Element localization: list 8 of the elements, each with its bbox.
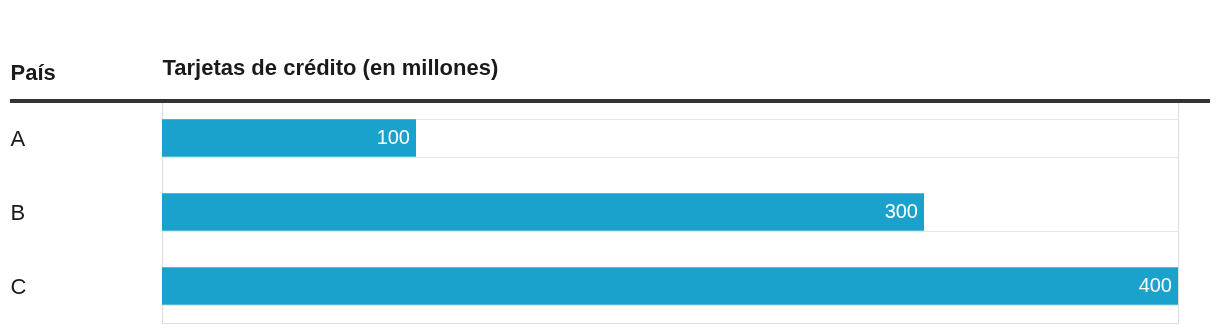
data-label: 300 [884, 200, 918, 222]
data-label: 400 [1138, 274, 1172, 296]
y-tick-label: C [10, 273, 27, 299]
y-tick-label: B [10, 199, 26, 225]
data-label: 100 [376, 126, 410, 148]
y-tick-label: A [10, 125, 26, 151]
y-axis-title: País [10, 59, 56, 85]
x-axis-title: Tarjetas de crédito (en millones) [162, 54, 499, 80]
